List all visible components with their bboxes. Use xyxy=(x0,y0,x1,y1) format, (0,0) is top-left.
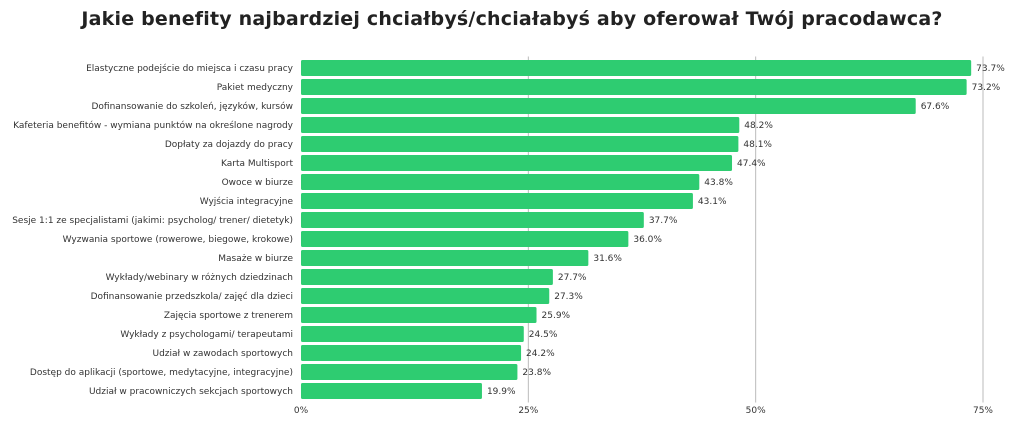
bar xyxy=(301,364,518,380)
category-label: Wyjścia integracyjne xyxy=(200,196,294,207)
x-tick-label: 0% xyxy=(294,406,309,416)
bar xyxy=(301,155,733,171)
bar xyxy=(301,117,740,133)
category-label: Dofinansowanie do szkoleń, języków, kurs… xyxy=(91,101,293,112)
bar xyxy=(301,193,693,209)
category-label: Dofinansowanie przedszkola/ zajęć dla dz… xyxy=(91,291,293,302)
bar xyxy=(301,383,482,399)
category-label: Karta Multisport xyxy=(221,159,293,169)
category-label: Udział w pracowniczych sekcjach sportowy… xyxy=(89,387,293,397)
data-label: 25.9% xyxy=(542,311,571,321)
bar xyxy=(301,79,967,95)
data-label: 37.7% xyxy=(649,216,678,226)
category-label: Masaże w biurze xyxy=(218,254,293,264)
data-label: 31.6% xyxy=(593,254,622,264)
data-label: 23.8% xyxy=(522,368,551,378)
category-label: Pakiet medyczny xyxy=(217,83,294,93)
bar xyxy=(301,250,589,266)
chart-title: Jakie benefity najbardziej chciałbyś/chc… xyxy=(81,8,943,30)
category-label: Dostęp do aplikacji (sportowe, medytacyj… xyxy=(30,368,293,378)
data-label: 43.1% xyxy=(698,197,727,207)
bar xyxy=(301,212,644,228)
data-label: 48.1% xyxy=(743,140,772,150)
bar xyxy=(301,269,553,285)
category-label: Owoce w biurze xyxy=(222,178,294,188)
x-tick-label: 75% xyxy=(973,406,993,416)
bar xyxy=(301,307,537,323)
bar xyxy=(301,174,700,190)
category-label: Wykłady z psychologami/ terapeutami xyxy=(120,330,293,340)
category-label: Elastyczne podejście do miejsca i czasu … xyxy=(86,63,294,74)
data-label: 19.9% xyxy=(487,387,516,397)
bar xyxy=(301,136,739,152)
x-tick-label: 50% xyxy=(746,406,766,416)
bar xyxy=(301,288,550,304)
category-label: Dopłaty za dojazdy do pracy xyxy=(165,140,294,150)
bar xyxy=(301,60,972,76)
category-label: Wykłady/webinary w różnych dziedzinach xyxy=(106,272,293,283)
data-label: 24.2% xyxy=(526,349,555,359)
data-label: 47.4% xyxy=(737,159,766,169)
category-label: Sesje 1:1 ze specjalistami (jakimi: psyc… xyxy=(12,216,293,226)
data-label: 48.2% xyxy=(744,121,773,131)
bar xyxy=(301,326,524,342)
bar xyxy=(301,98,916,114)
data-label: 36.0% xyxy=(633,235,662,245)
data-label: 43.8% xyxy=(704,178,733,188)
category-label: Kafeteria benefitów - wymiana punktów na… xyxy=(13,120,294,131)
data-label: 67.6% xyxy=(921,102,950,112)
bar xyxy=(301,231,629,247)
data-label: 24.5% xyxy=(529,330,558,340)
category-label: Udział w zawodach sportowych xyxy=(152,349,293,359)
data-label: 73.2% xyxy=(972,83,1001,93)
x-tick-label: 25% xyxy=(518,406,538,416)
category-label: Wyzwania sportowe (rowerowe, biegowe, kr… xyxy=(63,235,293,245)
category-label: Zajęcia sportowe z trenerem xyxy=(164,311,293,321)
data-label: 73.7% xyxy=(976,64,1005,74)
data-label: 27.7% xyxy=(558,273,587,283)
bar xyxy=(301,345,522,361)
data-label: 27.3% xyxy=(554,292,583,302)
